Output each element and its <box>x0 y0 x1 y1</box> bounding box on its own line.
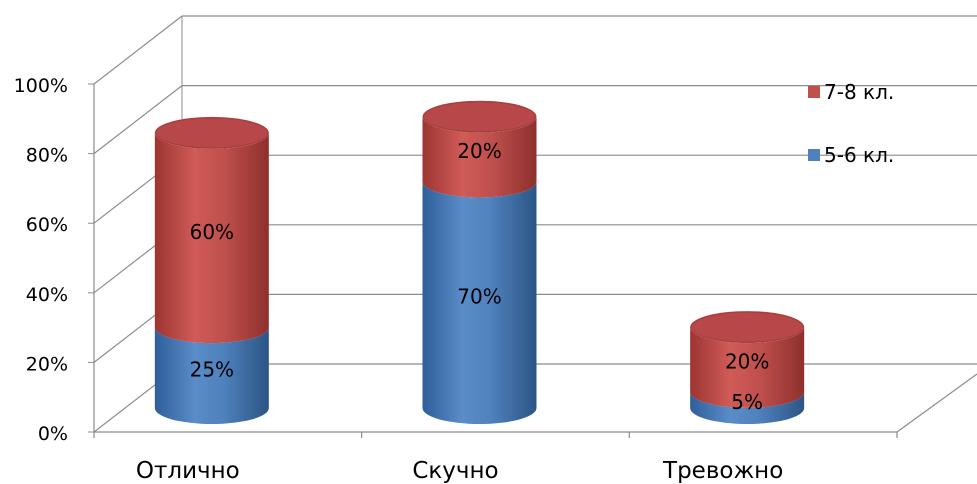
x-category-label: Отлично <box>136 458 240 484</box>
data-label-5-6 кл.-Отлично: 25% <box>190 358 234 382</box>
gridline-side <box>93 85 183 155</box>
y-tick-label: 40% <box>26 284 68 306</box>
x-category-label: Скучно <box>412 458 498 484</box>
y-tick-label: 20% <box>26 353 68 375</box>
bar-top-rim-Отлично <box>155 117 269 149</box>
y-tick-label: 0% <box>38 423 68 445</box>
y-tick-label: 100% <box>14 75 68 97</box>
data-label-5-6 кл.-Скучно: 70% <box>457 285 501 309</box>
gridline-side <box>93 15 183 85</box>
legend: 7-8 кл. 5-6 кл. <box>808 80 894 167</box>
data-labels: 25% 60% 70% 20% 5% 20% <box>190 139 770 414</box>
data-label-5-6 кл.-Тревожно: 5% <box>731 390 763 414</box>
bar-top-cap-Тревожно <box>690 311 805 344</box>
y-tick-label: 60% <box>26 214 68 236</box>
legend-label-7-8 кл.: 7-8 кл. <box>824 80 894 104</box>
data-label-7-8 кл.-Тревожно: 20% <box>725 349 769 373</box>
y-tick-label: 80% <box>26 145 68 167</box>
bar-7-8 кл.-Тревожно <box>690 327 805 408</box>
bar-5-6 кл.-Отлично <box>154 327 269 424</box>
legend-label-5-6 кл.: 5-6 кл. <box>824 143 894 167</box>
bars <box>154 100 805 424</box>
axes: 0% 20% 40% 60% 80% 100% Отлично Скучно Тревожно <box>14 75 898 484</box>
bar-top-cap-Скучно <box>422 100 537 133</box>
bar-7-8 кл.-Отлично <box>154 132 269 344</box>
x-category-label: Тревожно <box>662 458 783 484</box>
data-label-7-8 кл.-Скучно: 20% <box>457 139 501 163</box>
legend-swatch-7-8 кл. <box>808 86 820 98</box>
bar-7-8 кл.-Скучно <box>422 116 537 198</box>
bar-top-rim-Тревожно <box>690 311 804 343</box>
data-label-7-8 кл.-Отлично: 60% <box>190 220 234 244</box>
bar-5-6 кл.-Скучно <box>422 181 537 424</box>
floor-right-edge <box>896 373 977 433</box>
bar-top-rim-Скучно <box>423 101 536 133</box>
bar-5-6 кл.-Тревожно <box>690 391 805 424</box>
bar-top-cap-Отлично <box>154 116 269 149</box>
legend-swatch-5-6 кл. <box>808 149 820 161</box>
